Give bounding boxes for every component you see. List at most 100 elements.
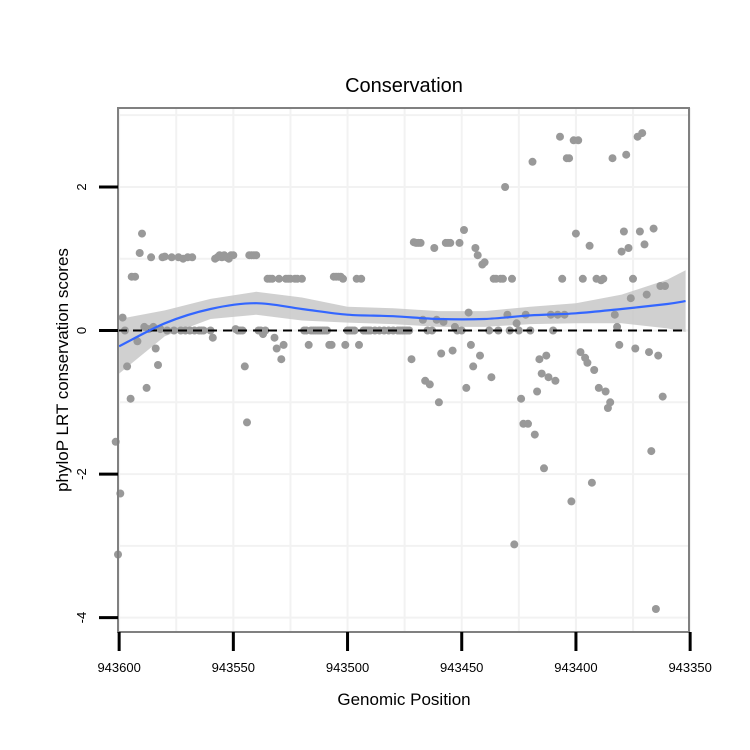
data-point: [638, 129, 647, 138]
data-point: [606, 398, 615, 407]
data-point: [567, 497, 576, 506]
data-point: [613, 322, 622, 331]
data-point: [277, 355, 286, 364]
data-point: [151, 344, 160, 353]
data-point: [542, 351, 551, 360]
data-point: [457, 326, 466, 335]
data-point: [498, 274, 507, 283]
data-point: [434, 398, 443, 407]
data-point: [464, 308, 473, 317]
data-point: [635, 227, 644, 236]
data-point: [270, 333, 279, 342]
data-point: [460, 226, 468, 234]
data-point: [469, 362, 478, 371]
data-point: [123, 362, 132, 371]
data-point: [619, 227, 628, 236]
data-point: [462, 383, 471, 392]
data-point: [154, 361, 162, 369]
data-point: [601, 387, 610, 396]
data-point: [610, 310, 619, 319]
confidence-band-area: [119, 270, 686, 374]
data-point: [142, 383, 151, 392]
chart-title: Conservation: [345, 75, 463, 97]
data-point: [455, 238, 464, 247]
data-point: [133, 337, 142, 346]
data-point: [535, 355, 544, 364]
data-point: [430, 244, 439, 252]
x-tick-label: 943550: [212, 660, 255, 675]
data-point: [476, 351, 484, 360]
data-point: [540, 464, 548, 473]
data-point: [229, 251, 238, 260]
data-point: [118, 313, 127, 322]
data-point: [135, 249, 144, 257]
data-point: [446, 238, 455, 247]
data-point: [626, 294, 635, 303]
y-tick-label: -4: [74, 612, 89, 624]
data-point: [147, 253, 156, 262]
data-point: [583, 358, 592, 367]
data-point: [524, 419, 532, 428]
data-point: [275, 274, 283, 283]
data-point: [651, 605, 660, 613]
data-point: [131, 272, 140, 281]
data-point: [167, 253, 176, 262]
data-point: [448, 346, 457, 355]
data-point: [279, 340, 288, 349]
data-point: [576, 348, 585, 357]
data-point: [517, 394, 526, 403]
data-point: [138, 229, 146, 238]
data-point: [578, 274, 587, 283]
data-point: [594, 383, 603, 392]
data-point: [268, 274, 277, 283]
data-point: [533, 387, 542, 396]
data-point: [208, 333, 217, 342]
data-point: [304, 340, 313, 349]
data-point: [473, 251, 482, 260]
data-point: [645, 348, 653, 357]
data-point: [556, 132, 564, 141]
smooth-line: [118, 300, 686, 348]
data-point: [160, 252, 169, 261]
data-point: [530, 430, 539, 439]
data-point: [510, 540, 519, 549]
data-point: [658, 392, 667, 401]
data-point: [537, 369, 546, 378]
data-point: [501, 183, 510, 191]
x-axis-label: Genomic Position: [337, 690, 470, 709]
data-point: [558, 274, 567, 283]
data-point: [126, 394, 135, 403]
data-point: [327, 340, 336, 349]
data-point: [297, 274, 306, 283]
x-tick-label: 943400: [554, 660, 597, 675]
data-point: [323, 326, 331, 335]
smooth-trend-line: [118, 300, 686, 348]
data-point: [512, 319, 521, 328]
data-point: [574, 136, 583, 145]
data-point: [188, 253, 197, 262]
data-point: [508, 274, 516, 283]
data-point: [339, 274, 347, 283]
y-axis-label: phyloP LRT conservation scores: [53, 248, 72, 492]
data-point: [565, 154, 574, 163]
data-point: [416, 238, 425, 247]
data-point: [587, 478, 596, 487]
y-tick-label: -2: [74, 468, 89, 480]
data-point: [350, 326, 359, 335]
data-point: [407, 355, 416, 364]
x-tick-label: 943600: [97, 660, 140, 675]
data-point: [642, 290, 651, 299]
x-tick-label: 943350: [668, 660, 711, 675]
x-tick-label: 943450: [440, 660, 483, 675]
data-point: [437, 349, 446, 358]
confidence-band: [119, 270, 686, 374]
data-point: [629, 274, 637, 283]
data-point: [654, 351, 663, 360]
data-point: [357, 274, 366, 283]
x-axis: 943600 943550 943500 943450 943400 943350: [97, 632, 712, 675]
plot-panel-border: [117, 107, 690, 633]
data-point: [528, 157, 537, 166]
data-point: [240, 362, 249, 371]
y-tick-label: 2: [74, 183, 89, 190]
